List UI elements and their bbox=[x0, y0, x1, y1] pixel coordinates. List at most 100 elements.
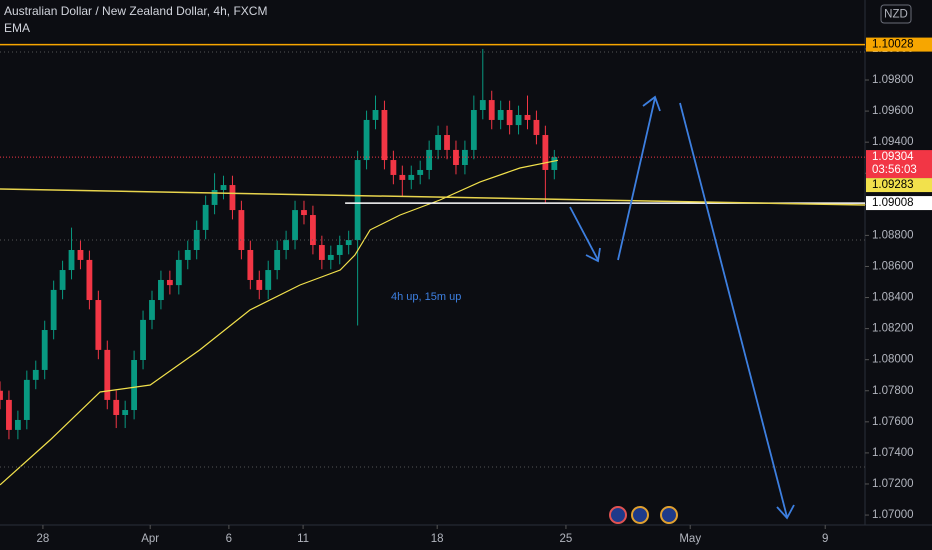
candle-body bbox=[515, 114, 522, 126]
candle-body bbox=[363, 119, 370, 161]
candle-body bbox=[345, 240, 352, 246]
candle-body bbox=[220, 185, 227, 191]
candle-body bbox=[14, 419, 21, 430]
x-tick-label: May bbox=[679, 533, 701, 545]
candle-body bbox=[435, 135, 441, 150]
x-tick-label: 11 bbox=[297, 533, 309, 545]
candle-body bbox=[524, 114, 531, 120]
candle-body bbox=[488, 100, 495, 120]
y-tick-label: 1.08800 bbox=[872, 229, 914, 241]
ema-label-box bbox=[866, 178, 932, 193]
candle-body bbox=[542, 135, 549, 170]
candle-body bbox=[453, 149, 459, 166]
candle-body bbox=[0, 390, 3, 400]
candle-body bbox=[113, 399, 120, 415]
arrow-head bbox=[776, 504, 795, 520]
x-tick-label: 25 bbox=[560, 533, 573, 545]
ema-line bbox=[0, 159, 559, 486]
y-tick-label: 1.07600 bbox=[872, 416, 914, 428]
candle-body bbox=[506, 110, 513, 126]
y-tick-label: 1.09800 bbox=[872, 74, 914, 86]
candle-body bbox=[59, 270, 66, 290]
x-tick-label: 18 bbox=[431, 533, 444, 545]
candle-body bbox=[408, 174, 415, 180]
candle-body bbox=[95, 300, 102, 350]
candle-body bbox=[381, 110, 388, 161]
candle-body bbox=[417, 169, 424, 175]
candle-body bbox=[247, 249, 254, 280]
level-label: 1.09008 bbox=[872, 197, 914, 209]
x-tick-label: 9 bbox=[822, 533, 828, 545]
candle-body bbox=[399, 174, 406, 180]
candle-body bbox=[175, 259, 182, 286]
event-icon[interactable] bbox=[631, 506, 649, 524]
y-tick-label: 1.09600 bbox=[872, 105, 914, 117]
candle-body bbox=[426, 149, 433, 170]
y-tick-label: 1.07400 bbox=[872, 447, 914, 459]
candle-body bbox=[86, 259, 93, 301]
candle-body bbox=[202, 204, 209, 230]
currency-box[interactable] bbox=[880, 4, 912, 24]
candle-body bbox=[41, 330, 48, 370]
candle-body bbox=[238, 210, 245, 250]
arrow bbox=[569, 206, 599, 261]
candle-body bbox=[479, 100, 486, 111]
level-label-box bbox=[866, 196, 932, 211]
ema-label: 1.09283 bbox=[872, 179, 914, 191]
indicator-label: EMA bbox=[4, 21, 30, 35]
candle-body bbox=[390, 160, 397, 175]
candle-body bbox=[32, 369, 39, 380]
y-tick-label: 1.07000 bbox=[872, 509, 914, 521]
candle-body bbox=[301, 210, 307, 216]
event-icons bbox=[609, 506, 678, 524]
candle-body bbox=[470, 110, 477, 150]
event-icon[interactable] bbox=[660, 506, 678, 524]
candle-body bbox=[444, 135, 450, 150]
y-tick-label: 1.08400 bbox=[872, 292, 914, 304]
candle-body bbox=[104, 349, 111, 400]
candle-body bbox=[184, 249, 191, 260]
last-price-box bbox=[866, 150, 932, 179]
candle-body bbox=[122, 410, 129, 415]
candle-body bbox=[68, 249, 75, 271]
y-tick-label: 1.08600 bbox=[872, 260, 914, 272]
annotation: 4h up, 15m up bbox=[391, 291, 461, 303]
y-tick-label: 1.07200 bbox=[872, 478, 914, 490]
candle-body bbox=[283, 240, 290, 250]
candle-body bbox=[318, 245, 325, 260]
y-tick-label: 1.08000 bbox=[872, 354, 914, 366]
candle-body bbox=[6, 399, 12, 430]
candle-body bbox=[372, 110, 379, 120]
candle-body bbox=[50, 289, 57, 331]
candle-body bbox=[274, 249, 281, 271]
level-label: 1.10028 bbox=[872, 39, 914, 51]
candle-body bbox=[131, 359, 138, 411]
candle-body bbox=[256, 279, 263, 290]
candle-body bbox=[166, 279, 173, 286]
candle-body bbox=[336, 245, 343, 255]
candle-body bbox=[77, 249, 84, 260]
candle-body bbox=[265, 270, 272, 290]
candle-body bbox=[533, 119, 540, 136]
arrows bbox=[569, 95, 795, 520]
candle-body bbox=[158, 279, 164, 301]
last-price-label: 1.09304 bbox=[872, 151, 914, 163]
candle-body bbox=[149, 300, 155, 320]
x-tick-label: Apr bbox=[141, 533, 159, 545]
currency-label: NZD bbox=[884, 9, 908, 21]
candle-body bbox=[229, 185, 236, 211]
arrow-head bbox=[585, 247, 601, 263]
candle-body bbox=[497, 110, 504, 120]
y-tick-label: 1.07800 bbox=[872, 385, 914, 397]
candle-body bbox=[140, 319, 146, 360]
arrow-head bbox=[642, 95, 661, 112]
candle-body bbox=[551, 157, 558, 170]
y-tick-label: 1.08200 bbox=[872, 323, 914, 335]
arrow bbox=[617, 97, 656, 261]
candle-body bbox=[292, 210, 298, 241]
level-label-box bbox=[866, 37, 932, 52]
trend-line bbox=[0, 188, 866, 206]
event-icon[interactable] bbox=[609, 506, 627, 524]
